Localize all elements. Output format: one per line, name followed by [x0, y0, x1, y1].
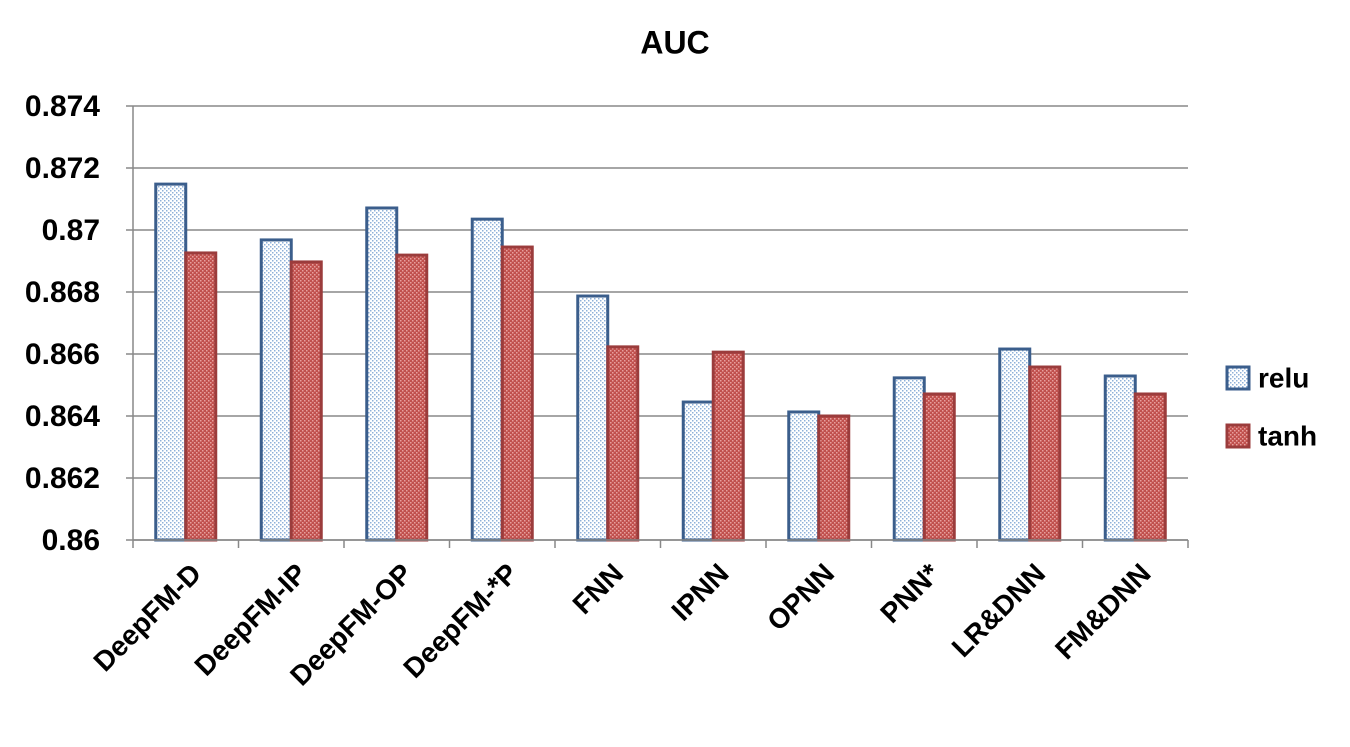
- bar: [470, 217, 504, 542]
- y-tick-label: 0.866: [25, 338, 100, 371]
- x-tick-label: PNN*: [874, 557, 946, 629]
- bar: [1133, 392, 1167, 542]
- bar: [922, 392, 956, 542]
- bar: [711, 350, 745, 542]
- legend-label: tanh: [1258, 420, 1317, 451]
- bar: [500, 245, 534, 542]
- x-tick-label: LR&DNN: [946, 558, 1052, 664]
- y-tick-label: 0.87: [42, 214, 100, 247]
- legend-swatch: [1225, 423, 1251, 449]
- y-tick-label: 0.86: [42, 524, 100, 557]
- y-tick-label: 0.874: [25, 90, 100, 123]
- bar: [154, 182, 188, 542]
- chart-title: AUC: [640, 24, 709, 60]
- legend-label: relu: [1258, 362, 1309, 393]
- bar: [259, 238, 293, 542]
- bar: [681, 400, 715, 542]
- x-tick-label: FM&DNN: [1049, 558, 1157, 666]
- bar: [289, 260, 323, 542]
- y-tick-label: 0.862: [25, 462, 100, 495]
- bar: [998, 347, 1032, 542]
- y-tick-label: 0.872: [25, 152, 100, 185]
- x-tick-label: DeepFM-*P: [397, 558, 523, 684]
- bar: [365, 206, 399, 542]
- legend-swatch: [1225, 365, 1251, 391]
- bar: [1028, 365, 1062, 542]
- x-tick-label: IPNN: [665, 558, 734, 627]
- bar: [395, 253, 429, 542]
- x-tick-label: OPNN: [761, 558, 840, 637]
- y-tick-label: 0.864: [25, 400, 100, 433]
- bar: [817, 414, 851, 542]
- bar: [892, 376, 926, 542]
- bar: [606, 345, 640, 542]
- bar: [787, 410, 821, 542]
- bar: [184, 251, 218, 542]
- x-tick-label: FNN: [567, 558, 630, 621]
- bar: [1103, 374, 1137, 542]
- bar: [576, 294, 610, 542]
- y-tick-label: 0.868: [25, 276, 100, 309]
